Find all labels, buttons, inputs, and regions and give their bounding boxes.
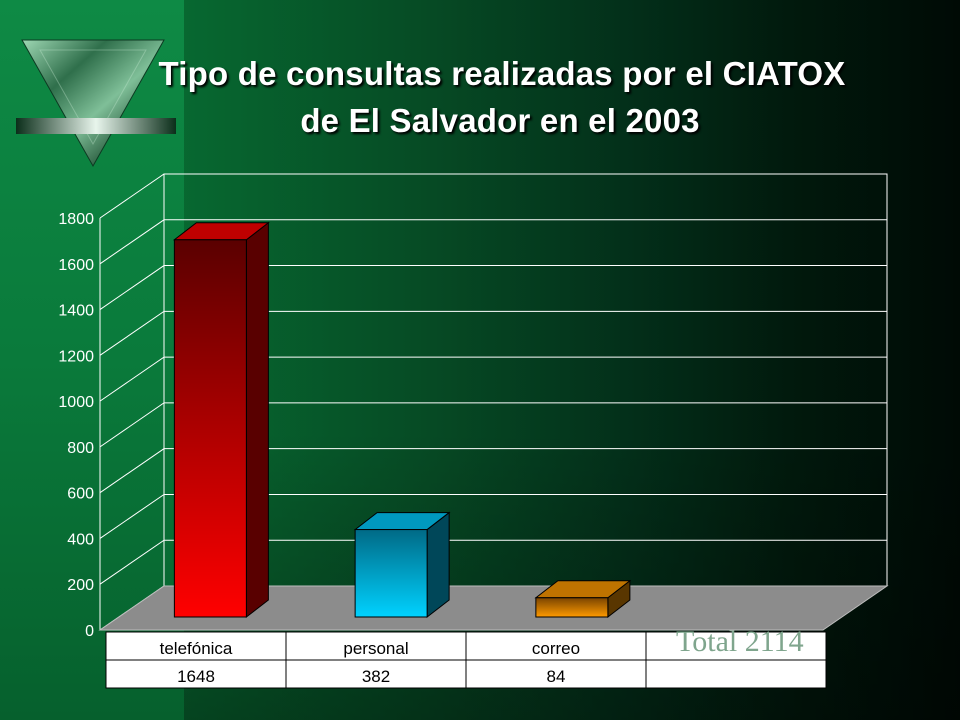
total-annotation: Total 2114: [676, 625, 804, 658]
y-tick-label: 1600: [58, 257, 94, 274]
y-tick-label: 1200: [58, 348, 94, 365]
y-tick-label: 400: [67, 531, 94, 548]
plot-floor: [98, 585, 889, 631]
data-value-label: 382: [362, 667, 390, 686]
y-tick-label: 1800: [58, 211, 94, 228]
data-value-label: 84: [547, 667, 566, 686]
gridline: [99, 448, 887, 494]
x-category-label: correo: [532, 639, 580, 658]
x-category-label: personal: [343, 639, 408, 658]
gridline: [99, 539, 887, 585]
data-value-label: 1648: [177, 667, 215, 686]
bar-front: [173, 239, 247, 618]
chart-title-line-1: Tipo de consultas realizadas por el CIAT…: [158, 55, 846, 92]
y-tick-label: 800: [67, 440, 94, 457]
gridline: [99, 265, 887, 310]
bar-front: [354, 529, 428, 618]
y-tick-label: 1400: [58, 303, 94, 320]
gridline: [99, 310, 887, 356]
gridline: [99, 402, 887, 448]
x-category-label: telefónica: [160, 639, 233, 658]
y-tick-label: 0: [85, 623, 94, 640]
bar-front: [535, 597, 609, 618]
y-tick-label: 1000: [58, 394, 94, 411]
bar-telefónica: [172, 221, 270, 619]
gridline: [99, 219, 887, 265]
bar-side: [245, 221, 269, 619]
bar-side: [426, 511, 450, 619]
chart-title-line-2: de El Salvador en el 2003: [300, 102, 700, 139]
bar-correo: [534, 579, 632, 619]
gridline: [99, 356, 887, 402]
plot-back-wall: [163, 173, 888, 586]
gridline: [99, 493, 887, 539]
gridline: [99, 173, 887, 219]
y-tick-label: 200: [67, 577, 94, 594]
y-tick-label: 600: [67, 486, 94, 503]
green-marble-triangle-logo-icon: [16, 39, 176, 168]
bar-personal: [353, 511, 451, 619]
